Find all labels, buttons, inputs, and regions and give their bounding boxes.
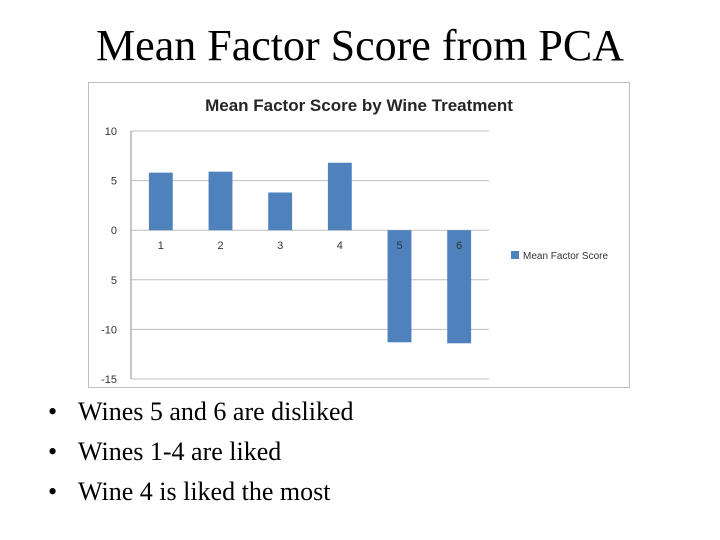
bar	[148, 172, 173, 231]
y-tick-label: 0	[111, 225, 117, 237]
bar	[268, 192, 293, 231]
bullet-list: • Wines 5 and 6 are disliked • Wines 1-4 a…	[48, 392, 688, 512]
bar	[208, 171, 233, 231]
y-tick-label: 5	[111, 176, 117, 188]
bar	[327, 162, 352, 231]
legend-swatch	[511, 251, 519, 259]
bullet-item: • Wine 4 is liked the most	[48, 472, 688, 512]
bar-chart: Mean Factor Score by Wine Treatment 10 5 0…	[101, 96, 608, 386]
chart-frame: Mean Factor Score by Wine Treatment 10 5 0…	[88, 82, 630, 388]
x-tick-label: 5	[396, 240, 402, 252]
y-tick-label: 10	[105, 126, 117, 138]
bullet-dot: •	[48, 477, 58, 506]
bullet-item: • Wines 1-4 are liked	[48, 432, 688, 472]
chart-title: Mean Factor Score by Wine Treatment	[205, 96, 513, 115]
y-tick-label: 5	[111, 275, 117, 287]
legend-label: Mean Factor Score	[523, 251, 608, 262]
bullet-dot: •	[48, 397, 58, 426]
y-tick-label: -10	[101, 324, 117, 336]
bullet-text: Wines 5 and 6 are disliked	[78, 397, 354, 426]
x-tick-label: 1	[158, 240, 164, 252]
y-tick-label: -15	[101, 374, 117, 386]
bar	[387, 230, 412, 343]
x-tick-label: 2	[217, 240, 223, 252]
bullet-dot: •	[48, 437, 58, 466]
slide-title: Mean Factor Score from PCA	[96, 21, 624, 70]
bullet-text: Wine 4 is liked the most	[78, 477, 331, 506]
bar	[447, 230, 472, 344]
bullet-item: • Wines 5 and 6 are disliked	[48, 392, 688, 432]
x-tick-label: 6	[456, 240, 462, 252]
x-tick-label: 4	[337, 240, 343, 252]
bullet-text: Wines 1-4 are liked	[78, 437, 282, 466]
x-tick-label: 3	[277, 240, 283, 252]
